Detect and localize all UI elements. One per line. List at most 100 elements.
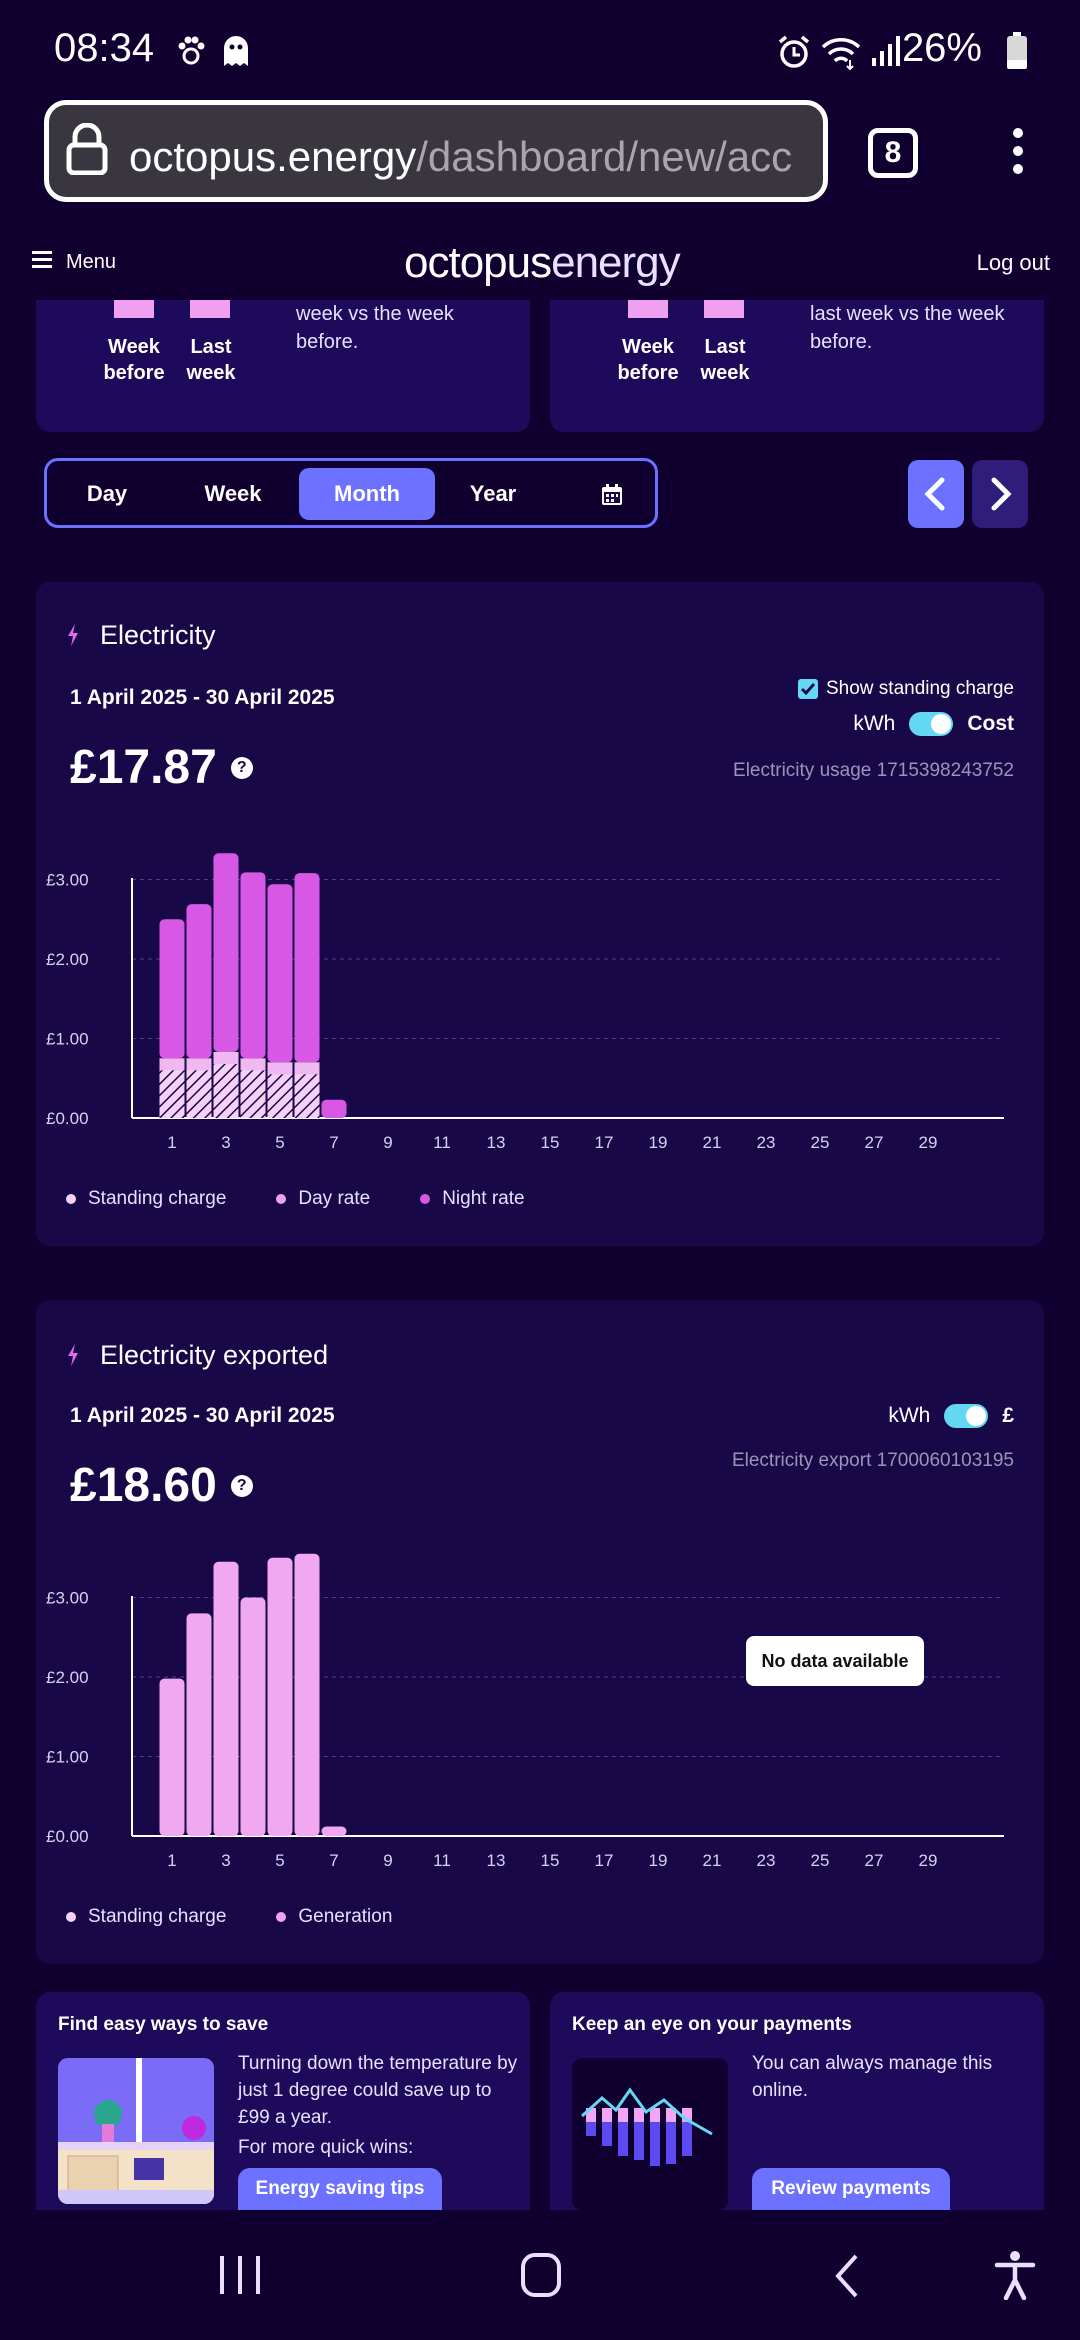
bar-generation-day-6[interactable]	[294, 1553, 320, 1836]
x-tick-label: 5	[275, 1851, 284, 1870]
unit-switch[interactable]	[944, 1404, 989, 1428]
x-tick-label: 5	[275, 1133, 284, 1152]
legend-night-rate: Night rate	[442, 1188, 525, 1209]
last-week-bar	[190, 300, 230, 318]
promo-text: You can always manage this online.	[752, 2053, 993, 2101]
switch-knob	[966, 1406, 987, 1426]
legend-dot-day	[276, 1194, 287, 1204]
x-tick-label: 23	[757, 1851, 776, 1870]
y-tick-label: £2.00	[46, 950, 89, 969]
signal-icon	[870, 34, 904, 73]
help-icon[interactable]: ?	[230, 1474, 253, 1497]
accessibility-icon[interactable]	[994, 2250, 1036, 2305]
previous-period-button[interactable]	[908, 460, 964, 528]
x-tick-label: 15	[541, 1851, 560, 1870]
x-tick-label: 25	[811, 1133, 830, 1152]
bar-generation-day-3[interactable]	[213, 1561, 239, 1836]
lightning-icon	[66, 1344, 80, 1371]
bar-generation-day-4[interactable]	[240, 1597, 266, 1837]
help-icon[interactable]: ?	[230, 756, 253, 779]
bar-cap	[267, 1062, 293, 1075]
y-tick-label: £3.00	[46, 871, 89, 890]
x-tick-label: 3	[221, 1851, 230, 1870]
week-before-bar	[628, 300, 668, 318]
no-data-tooltip: No data available	[746, 1636, 924, 1686]
bar-day-rate-day-4[interactable]	[240, 872, 266, 1059]
chevron-right-icon	[991, 477, 1012, 511]
back-button[interactable]	[832, 2252, 862, 2305]
octopus-energy-logo[interactable]: octopusenergy	[404, 238, 681, 288]
tab-year[interactable]: Year	[469, 481, 517, 506]
x-tick-label: 19	[649, 1851, 668, 1870]
tab-day[interactable]: Day	[86, 481, 128, 506]
promo-text: Turning down the temperature by just 1 d…	[238, 2053, 518, 2128]
calendar-icon[interactable]	[587, 468, 637, 520]
exported-chart: £0.00£1.00£2.00£3.001 3 5 7 9 11 13 15 17 19 21 23 2…	[46, 1553, 1004, 1870]
review-payments-button[interactable]: Review payments	[752, 2168, 950, 2210]
electricity-card: Electricity 1 April 2025 - 30 April 2025…	[36, 582, 1044, 1246]
bar-generation-day-1[interactable]	[159, 1678, 185, 1836]
bar-day-rate-day-3[interactable]	[213, 853, 239, 1053]
exported-title: Electricity exported	[100, 1340, 329, 1370]
x-tick-label: 13	[487, 1851, 506, 1870]
tab-month[interactable]: Month	[299, 468, 435, 520]
tab-switcher-button[interactable]: 8	[868, 128, 918, 178]
kitchen-illustration	[58, 2058, 214, 2204]
url-text: octopus.energy/dashboard/new/acc	[129, 133, 793, 180]
checkbox-icon[interactable]	[797, 679, 818, 699]
home-button[interactable]	[520, 2252, 562, 2303]
recent-apps-button[interactable]	[218, 2254, 262, 2301]
wifi-icon	[820, 34, 862, 75]
energy-saving-tips-button[interactable]: Energy saving tips	[238, 2168, 442, 2210]
legend-standing-charge: Standing charge	[88, 1188, 227, 1209]
y-tick-label: £1.00	[46, 1748, 89, 1767]
promo-subtext: For more quick wins:	[238, 2137, 414, 2158]
hamburger-icon	[32, 250, 52, 274]
unit-toggle[interactable]: kWh Cost	[853, 712, 1014, 736]
x-tick-label: 17	[595, 1851, 614, 1870]
tab-week[interactable]: Week	[204, 481, 262, 506]
lightning-icon	[66, 624, 80, 651]
bar-cap	[186, 1058, 212, 1071]
bar-cap	[294, 1062, 320, 1075]
x-tick-label: 15	[541, 1133, 560, 1152]
unit-toggle[interactable]: kWh £	[888, 1404, 1014, 1428]
x-tick-label: 29	[919, 1133, 938, 1152]
paw-icon	[174, 34, 208, 73]
bar-day-rate-day-5[interactable]	[267, 884, 293, 1063]
x-tick-label: 23	[757, 1133, 776, 1152]
x-tick-label: 11	[433, 1133, 451, 1152]
x-tick-label: 27	[865, 1133, 884, 1152]
unit-switch[interactable]	[909, 712, 954, 736]
next-period-button[interactable]	[972, 460, 1028, 528]
switch-knob	[931, 714, 952, 734]
bar-day-rate-day-7[interactable]	[321, 1099, 347, 1118]
bar-day-rate-day-1[interactable]	[159, 919, 185, 1059]
legend-dot-standing	[66, 1912, 76, 1922]
overflow-menu-icon[interactable]	[1000, 126, 1036, 176]
x-tick-label: 11	[433, 1851, 451, 1870]
bar-generation-day-5[interactable]	[267, 1557, 293, 1836]
legend-dot-night	[420, 1194, 431, 1204]
y-tick-label: £2.00	[46, 1668, 89, 1687]
bar-generation-day-2[interactable]	[186, 1613, 212, 1836]
menu-button[interactable]: Menu	[32, 250, 116, 274]
standing-charge-option[interactable]: Show standing charge	[797, 678, 1014, 700]
bar-generation-day-7[interactable]	[321, 1826, 347, 1836]
legend-day-rate: Day rate	[298, 1188, 371, 1209]
last-week-bar	[704, 300, 744, 318]
week-before-label: Week before	[617, 336, 679, 384]
date-range: 1 April 2025 - 30 April 2025	[70, 686, 335, 709]
address-bar[interactable]: octopus.energy/dashboard/new/acc	[44, 100, 828, 202]
amount-row: £17.87 ?	[70, 740, 253, 795]
x-tick-label: 27	[865, 1851, 884, 1870]
alarm-icon	[776, 34, 812, 75]
bar-day-rate-day-2[interactable]	[186, 904, 212, 1059]
x-tick-label: 3	[221, 1133, 230, 1152]
meter-serial: Electricity usage 1715398243752	[733, 760, 1014, 781]
legend: Standing charge Day rate Night rate	[66, 1188, 525, 1210]
meter-serial: Electricity export 1700060103195	[731, 1450, 1014, 1471]
logout-link[interactable]: Log out	[976, 250, 1050, 275]
logo-light-text: energy	[551, 238, 681, 287]
bar-day-rate-day-6[interactable]	[294, 873, 320, 1063]
